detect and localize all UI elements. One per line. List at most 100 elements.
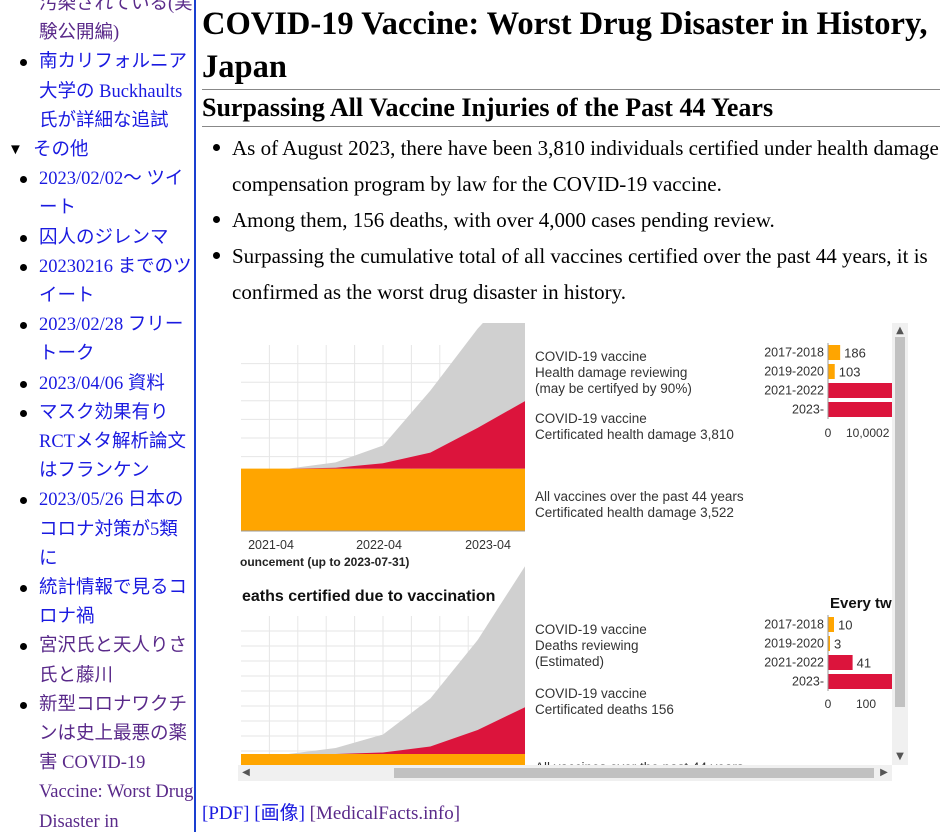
scroll-right-icon[interactable]: ▶ bbox=[880, 767, 888, 778]
legend-label: (may be certifyed by 90%) bbox=[535, 381, 692, 396]
sidebar-list-top: 汚染されている(実験公開編) 南カリフォルニア大学の Buckhaults 氏が詳… bbox=[0, 0, 194, 136]
figure-frame[interactable]: 2021-04 2022-04 2023-04 ouncement (up to 20… bbox=[238, 323, 908, 781]
sidebar-item[interactable]: 汚染されている(実験公開編) bbox=[0, 0, 194, 48]
sidebar-item[interactable]: 2023/02/28 フリートーク bbox=[0, 311, 194, 369]
bar-axis-tick: 0 bbox=[825, 697, 832, 711]
legend-label: Certificated health damage 3,810 bbox=[535, 427, 734, 442]
sidebar-list-other: 2023/02/02～ ツイート囚人のジレンマ 20230216 までのツイート 2… bbox=[0, 165, 194, 832]
sidebar-item[interactable]: 新型コロナワクチンは史上最悪の薬害 COVID-19 Vaccine: Wors… bbox=[0, 691, 194, 832]
bar-axis-tick: 100 bbox=[856, 697, 876, 711]
series-area-reviewing bbox=[241, 323, 525, 469]
list-item: Surpassing the cumulative total of all v… bbox=[202, 238, 945, 310]
x-tick-label: 2023-04 bbox=[465, 538, 511, 552]
legend-label: Certificated deaths 156 bbox=[535, 702, 674, 717]
bar bbox=[828, 345, 841, 360]
legend-label: All vaccines over the past 44 years bbox=[535, 760, 744, 765]
bar-value-label: 186 bbox=[844, 346, 866, 361]
footer-link[interactable]: [PDF] bbox=[202, 803, 250, 824]
legend-label: Deaths reviewing bbox=[535, 638, 639, 653]
sidebar-link[interactable]: 2023/05/26 日本のコロナ対策が5類に bbox=[39, 490, 184, 569]
bar bbox=[828, 674, 892, 689]
sidebar-item[interactable]: マスク効果有りRCTメタ解析論文はフランケン bbox=[0, 399, 194, 487]
bar-category-label: 2021-2022 bbox=[764, 656, 824, 670]
sidebar-item[interactable]: 宮沢氏と天人りさ氏と藤川 bbox=[0, 632, 194, 690]
series-area-reviewing bbox=[241, 566, 525, 754]
bar-value-label: 10 bbox=[838, 618, 852, 633]
bar-category-label: 2019-2020 bbox=[764, 365, 824, 379]
sidebar-link[interactable]: 南カリフォルニア大学の Buckhaults 氏が詳細な追試 bbox=[39, 52, 188, 131]
sidebar-link[interactable]: 20230216 までのツイート bbox=[39, 256, 192, 307]
sidebar-link[interactable]: 囚人のジレンマ bbox=[39, 227, 169, 248]
scrollbar-thumb[interactable] bbox=[394, 768, 874, 778]
sidebar-nav: 汚染されている(実験公開編) 南カリフォルニア大学の Buckhaults 氏が詳… bbox=[0, 0, 194, 832]
scrollbar-thumb[interactable] bbox=[895, 337, 905, 707]
bar-category-label: 2019-2020 bbox=[764, 637, 824, 651]
bar-category-label: 2021-2022 bbox=[764, 384, 824, 398]
scroll-left-icon[interactable]: ◀ bbox=[242, 767, 250, 778]
bar-category-label: 2023- bbox=[792, 675, 824, 689]
bar-value-label: 41 bbox=[857, 656, 871, 671]
x-tick-label: 2022-04 bbox=[356, 538, 402, 552]
bar bbox=[828, 383, 892, 398]
main-content: COVID-19 Vaccine: Worst Drug Disaster in… bbox=[202, 0, 945, 832]
sidebar-item[interactable]: 2023/02/02～ ツイート bbox=[0, 165, 194, 223]
bar bbox=[828, 617, 834, 632]
summary-list: As of August 2023, there have been 3,810… bbox=[202, 130, 945, 310]
bar-category-label: 2017-2018 bbox=[764, 618, 824, 632]
footer-link[interactable]: [画像] bbox=[254, 803, 305, 824]
x-tick-label: 2021-04 bbox=[248, 538, 294, 552]
legend-label: COVID-19 vaccine bbox=[535, 349, 647, 364]
legend-label: Certificated health damage 3,522 bbox=[535, 505, 734, 520]
sidebar-item[interactable]: 2023/05/26 日本のコロナ対策が5類に bbox=[0, 486, 194, 574]
x-axis-caption: ouncement (up to 2023-07-31) bbox=[240, 555, 409, 569]
sidebar-link[interactable]: 汚染されている(実験公開編) bbox=[39, 0, 193, 44]
footer-links: [PDF] [画像] [MedicalFacts.info] bbox=[202, 801, 460, 827]
bar bbox=[828, 636, 830, 651]
bar bbox=[828, 655, 853, 670]
bar bbox=[828, 402, 892, 417]
sidebar-link[interactable]: 宮沢氏と天人りさ氏と藤川 bbox=[39, 636, 188, 686]
bar-value-label: 103 bbox=[839, 365, 861, 380]
sidebar-link[interactable]: 2023/02/02～ ツイート bbox=[39, 169, 184, 219]
sidebar-group-other[interactable]: ▼ その他 bbox=[0, 136, 194, 165]
footer-link[interactable]: [MedicalFacts.info] bbox=[309, 803, 461, 824]
series-area-all-vaccines bbox=[241, 754, 525, 765]
sidebar-item[interactable]: 20230216 までのツイート bbox=[0, 253, 194, 311]
sidebar-item[interactable]: 2023/04/06 資料 bbox=[0, 370, 194, 399]
list-item: Among them, 156 deaths, with over 4,000 … bbox=[202, 202, 945, 238]
legend-label: COVID-19 vaccine bbox=[535, 622, 647, 637]
section-heading: Surpassing All Vaccine Injuries of the P… bbox=[202, 91, 940, 127]
list-item: As of August 2023, there have been 3,810… bbox=[202, 130, 945, 202]
vertical-scrollbar[interactable]: ▲ ▼ bbox=[892, 323, 908, 765]
bar-axis-tick: 10,0002 bbox=[846, 426, 890, 440]
horizontal-scrollbar[interactable]: ◀ ▶ bbox=[238, 765, 892, 781]
panel-title: eaths certified due to vaccination bbox=[242, 588, 495, 605]
sidebar: 汚染されている(実験公開編) 南カリフォルニア大学の Buckhaults 氏が詳… bbox=[0, 0, 196, 832]
panel-title: Every tw bbox=[830, 595, 892, 612]
sidebar-link[interactable]: 統計情報で見るコロナ禍 bbox=[39, 578, 188, 628]
legend-label: Health damage reviewing bbox=[535, 365, 687, 380]
sidebar-item[interactable]: 囚人のジレンマ bbox=[0, 224, 194, 253]
page-title: COVID-19 Vaccine: Worst Drug Disaster in… bbox=[202, 0, 940, 90]
bar-value-label: 3 bbox=[834, 637, 841, 652]
bar bbox=[828, 364, 835, 379]
series-area-all-vaccines bbox=[241, 468, 525, 531]
sidebar-item[interactable]: 南カリフォルニア大学の Buckhaults 氏が詳細な追試 bbox=[0, 48, 194, 136]
sidebar-link[interactable]: 2023/02/28 フリートーク bbox=[39, 315, 184, 365]
expand-triangle-icon[interactable]: ▼ bbox=[8, 142, 23, 159]
scroll-down-icon[interactable]: ▼ bbox=[896, 751, 904, 762]
figure-chart: 2021-04 2022-04 2023-04 ouncement (up to 20… bbox=[240, 323, 892, 765]
series-area-certified bbox=[241, 401, 525, 469]
bar-category-label: 2023- bbox=[792, 403, 824, 417]
bar-category-label: 2017-2018 bbox=[764, 346, 824, 360]
sidebar-link[interactable]: 2023/04/06 資料 bbox=[39, 373, 165, 394]
scroll-up-icon[interactable]: ▲ bbox=[896, 325, 904, 336]
legend-label: (Estimated) bbox=[535, 654, 604, 669]
sidebar-link[interactable]: 新型コロナワクチンは史上最悪の薬害 COVID-19 Vaccine: Wors… bbox=[39, 694, 194, 832]
sidebar-group-label[interactable]: その他 bbox=[33, 140, 89, 161]
sidebar-link[interactable]: マスク効果有りRCTメタ解析論文はフランケン bbox=[39, 402, 186, 482]
sidebar-item[interactable]: 統計情報で見るコロナ禍 bbox=[0, 574, 194, 632]
legend-label: All vaccines over the past 44 years bbox=[535, 489, 744, 504]
series-area-certified bbox=[241, 707, 525, 754]
legend-label: COVID-19 vaccine bbox=[535, 686, 647, 701]
